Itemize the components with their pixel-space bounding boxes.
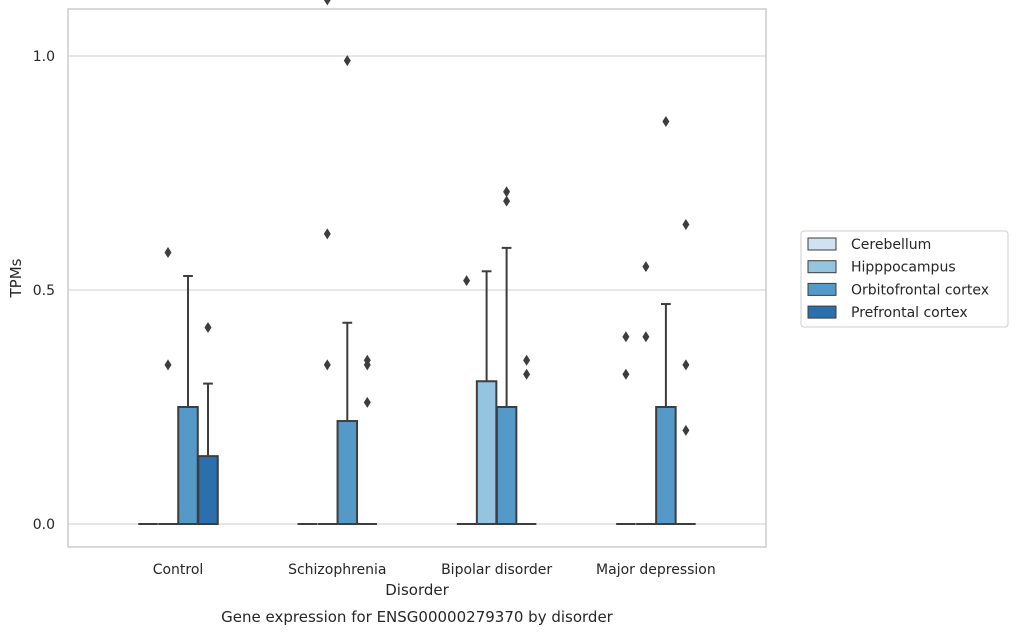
- chart-caption: Gene expression for ENSG00000279370 by d…: [221, 608, 614, 626]
- outlier-point: [503, 186, 511, 198]
- legend-label: Cerebellum: [851, 237, 931, 253]
- box: [177, 406, 199, 525]
- x-tick-label: Control: [153, 562, 204, 578]
- outlier-point: [343, 55, 351, 67]
- outlier-point: [642, 331, 650, 343]
- outlier-point: [204, 321, 212, 333]
- outlier-point: [682, 218, 690, 230]
- box-2-3: [655, 116, 677, 525]
- box: [495, 406, 518, 525]
- box-3-2: [516, 354, 537, 525]
- legend-swatch: [807, 282, 837, 296]
- legend-box: [800, 230, 1009, 328]
- legend-swatch: [807, 305, 837, 319]
- box-0-3: [616, 331, 636, 525]
- legend-swatch: [807, 237, 837, 251]
- outlier-point: [523, 354, 531, 366]
- frame-layer: [67, 8, 767, 548]
- x-tick-label: Schizophrenia: [288, 562, 386, 578]
- x-tick-label: Bipolar disorder: [441, 562, 552, 578]
- outlier-point: [622, 368, 630, 380]
- outlier-point: [363, 354, 371, 366]
- box: [197, 455, 219, 526]
- box: [336, 420, 359, 526]
- legend: Cerebellum Hipppocampus Orbitofrontal cort…: [800, 230, 1009, 328]
- outlier-point: [323, 228, 331, 240]
- y-tick-labels: 0.00.51.01.52.0: [33, 49, 55, 533]
- plot-frame: [67, 8, 767, 548]
- box-3-1: [357, 354, 378, 525]
- y-tick-label: 0.5: [33, 283, 55, 299]
- outlier-point: [323, 359, 331, 371]
- outlier-point: [622, 331, 630, 343]
- outlier-point: [662, 116, 670, 128]
- legend-label: Prefrontal cortex: [851, 305, 968, 321]
- legend-label: Hipppocampus: [851, 260, 956, 276]
- box-layer: [138, 0, 696, 526]
- box-3-3: [676, 218, 696, 525]
- box-1-0: [158, 247, 178, 525]
- outlier-point: [363, 396, 371, 408]
- outlier-point: [642, 261, 650, 273]
- box-2-0: [177, 274, 199, 525]
- box-1-2: [475, 270, 498, 526]
- x-tick-label: Major depression: [596, 562, 716, 578]
- outlier-point: [682, 359, 690, 371]
- outlier-point: [523, 368, 531, 380]
- box-2-1: [336, 55, 359, 526]
- x-axis-label: Disorder: [385, 581, 449, 599]
- y-tick-label: 0.0: [33, 517, 55, 533]
- legend-swatch: [807, 260, 837, 274]
- outlier-point: [463, 275, 471, 287]
- outlier-point: [164, 359, 172, 371]
- box-0-2: [456, 275, 477, 525]
- box-3-0: [197, 321, 219, 526]
- outlier-point: [503, 195, 511, 207]
- y-axis-label: TPMs: [7, 258, 25, 298]
- box-1-3: [636, 261, 656, 525]
- y-tick-label: 1.0: [33, 49, 55, 65]
- box: [475, 380, 498, 526]
- box: [655, 406, 677, 525]
- outlier-point: [164, 247, 172, 259]
- outlier-point: [682, 424, 690, 436]
- x-tick-labels: Control Schizophrenia Bipolar disorder Majo…: [153, 562, 716, 578]
- box-1-1: [317, 0, 338, 525]
- outlier-point: [323, 0, 331, 6]
- box-2-2: [495, 186, 518, 525]
- legend-label: Orbitofrontal cortex: [851, 282, 989, 298]
